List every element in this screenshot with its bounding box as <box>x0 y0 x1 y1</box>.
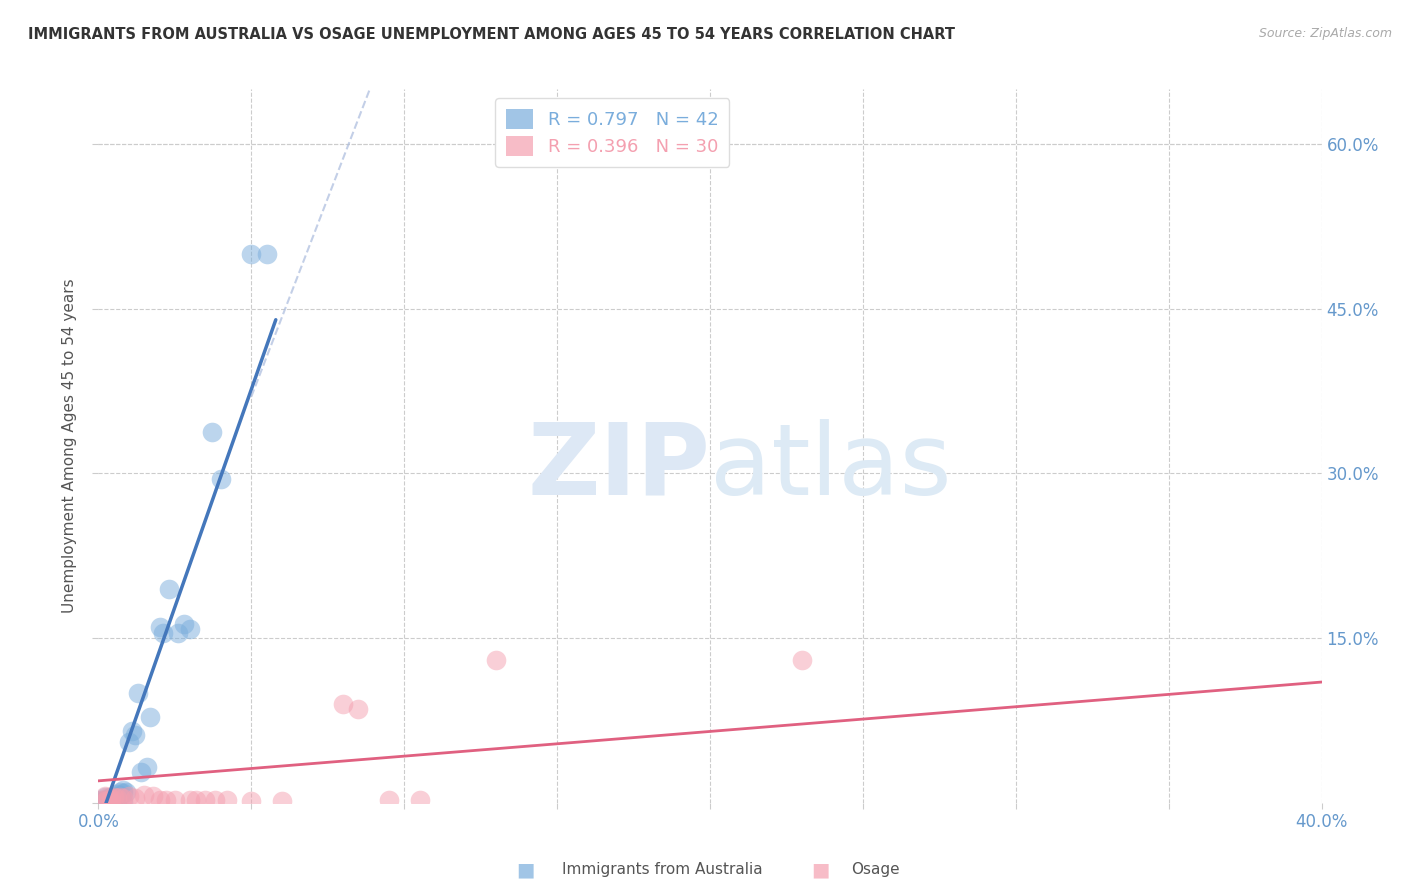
Point <box>790 653 813 667</box>
Point <box>124 791 146 805</box>
Point <box>111 795 134 809</box>
Point <box>111 786 134 800</box>
Point <box>103 791 125 805</box>
Point <box>115 785 138 799</box>
Point <box>100 791 122 805</box>
Point <box>121 724 143 739</box>
Point <box>90 795 112 809</box>
Point <box>194 792 217 806</box>
Point <box>139 710 162 724</box>
Point <box>103 795 125 809</box>
Point <box>103 790 125 805</box>
Point <box>240 794 263 808</box>
Point <box>179 792 201 806</box>
Point <box>155 792 177 806</box>
Point <box>167 625 190 640</box>
Point <box>100 790 122 805</box>
Point <box>100 792 122 806</box>
Text: ■: ■ <box>516 860 534 880</box>
Text: ZIP: ZIP <box>527 419 710 516</box>
Point <box>408 792 430 806</box>
Point <box>93 789 115 804</box>
Point <box>173 616 195 631</box>
Point <box>118 789 141 804</box>
Point <box>105 787 128 801</box>
Point <box>105 791 128 805</box>
Point <box>108 788 131 802</box>
Point <box>215 792 238 806</box>
Point <box>90 792 112 806</box>
Point <box>127 686 149 700</box>
Point <box>105 790 128 805</box>
Y-axis label: Unemployment Among Ages 45 to 54 years: Unemployment Among Ages 45 to 54 years <box>62 278 77 614</box>
Point <box>124 728 146 742</box>
Text: Source: ZipAtlas.com: Source: ZipAtlas.com <box>1258 27 1392 40</box>
Point <box>93 792 115 806</box>
Point <box>256 247 278 261</box>
Point <box>108 785 131 799</box>
Point <box>129 765 152 780</box>
Point <box>240 247 263 261</box>
Point <box>93 795 115 809</box>
Point <box>111 791 134 805</box>
Point <box>136 759 159 773</box>
Point <box>97 794 120 808</box>
Point <box>270 794 292 808</box>
Point <box>378 792 401 806</box>
Text: IMMIGRANTS FROM AUSTRALIA VS OSAGE UNEMPLOYMENT AMONG AGES 45 TO 54 YEARS CORREL: IMMIGRANTS FROM AUSTRALIA VS OSAGE UNEMP… <box>28 27 955 42</box>
Point <box>97 791 120 805</box>
Point <box>186 792 208 806</box>
Point <box>347 702 370 716</box>
Point <box>209 472 232 486</box>
Point <box>204 792 226 806</box>
Point <box>179 623 201 637</box>
Point <box>163 792 186 806</box>
Point <box>97 790 120 805</box>
Point <box>134 788 156 802</box>
Point <box>157 582 180 596</box>
Point <box>142 789 165 804</box>
Text: ■: ■ <box>811 860 830 880</box>
Point <box>485 653 508 667</box>
Point <box>108 790 131 805</box>
Point <box>105 795 128 809</box>
Point <box>103 789 125 804</box>
Point <box>97 795 120 809</box>
Point <box>100 794 122 808</box>
Legend: R = 0.797   N = 42, R = 0.396   N = 30: R = 0.797 N = 42, R = 0.396 N = 30 <box>495 98 730 167</box>
Point <box>90 794 112 808</box>
Point <box>90 792 112 806</box>
Point <box>93 794 115 808</box>
Point <box>93 794 115 808</box>
Point <box>200 425 222 439</box>
Point <box>100 794 122 808</box>
Text: Immigrants from Australia: Immigrants from Australia <box>562 863 763 877</box>
Text: Osage: Osage <box>851 863 900 877</box>
Point <box>332 697 354 711</box>
Point <box>118 735 141 749</box>
Point <box>93 790 115 805</box>
Point <box>152 625 174 640</box>
Text: atlas: atlas <box>710 419 952 516</box>
Point <box>111 782 134 797</box>
Point <box>149 620 172 634</box>
Point <box>149 792 172 806</box>
